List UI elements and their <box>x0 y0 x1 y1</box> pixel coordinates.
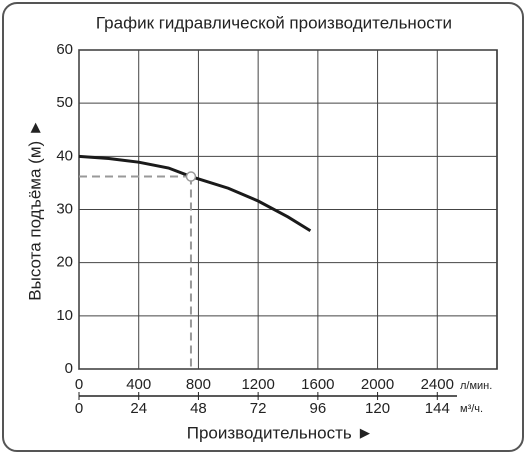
x2-tick-label: 144 <box>425 400 450 417</box>
y-axis-label: Высота подъёма (м) ► <box>25 119 44 300</box>
y-tick-label: 50 <box>56 94 73 111</box>
x2-tick-label: 120 <box>365 400 390 417</box>
x2-tick-label: 0 <box>75 400 83 417</box>
x-tick-label: 2400 <box>421 376 454 393</box>
frame <box>2 2 524 452</box>
y-tick-label: 40 <box>56 147 73 164</box>
y-tick-label: 30 <box>56 200 73 217</box>
x2-unit: м³/ч. <box>460 403 483 415</box>
x2-tick-label: 48 <box>190 400 207 417</box>
x-tick-label: 0 <box>75 376 83 393</box>
x2-tick-label: 24 <box>130 400 147 417</box>
y-tick-label: 10 <box>56 307 73 324</box>
chart-title: График гидравлической производительности <box>96 13 452 32</box>
x-tick-label: 800 <box>186 376 211 393</box>
x-tick-label: 1600 <box>301 376 334 393</box>
x-unit: л/мин. <box>460 380 492 392</box>
x-tick-label: 2000 <box>361 376 394 393</box>
x-tick-label: 400 <box>126 376 151 393</box>
x2-tick-label: 96 <box>310 400 327 417</box>
operating-point <box>185 171 197 182</box>
y-tick-label: 20 <box>56 254 73 271</box>
x-tick-label: 1200 <box>241 376 274 393</box>
y-tick-label: 0 <box>65 360 73 377</box>
x2-tick-label: 72 <box>250 400 267 417</box>
y-tick-label: 60 <box>56 41 73 58</box>
x-axis-label: Производительность ► <box>187 423 374 442</box>
